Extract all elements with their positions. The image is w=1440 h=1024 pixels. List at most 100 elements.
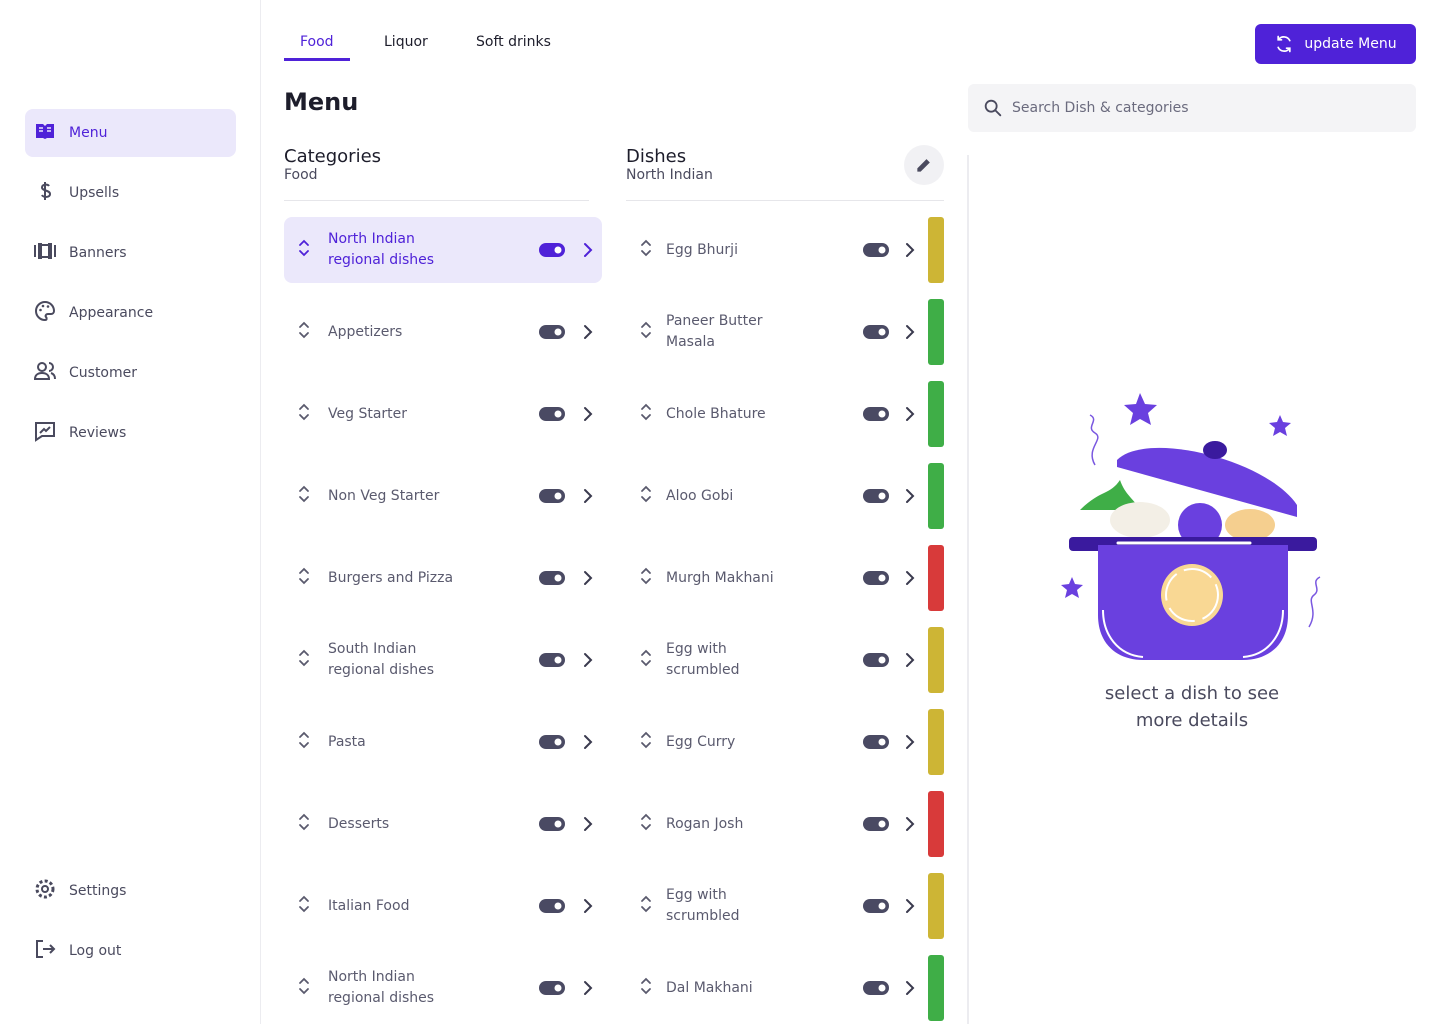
toggle[interactable] [863,325,889,339]
category-row[interactable]: Veg Starter [284,381,602,447]
sidebar: Menu Upsells Banners Appearance Customer Revi… [0,0,261,1024]
chevron[interactable] [905,324,915,340]
category-row[interactable]: Appetizers [284,299,602,365]
chevron[interactable] [583,324,593,340]
sort-handle[interactable] [298,976,310,1000]
chevron[interactable] [905,980,915,996]
sort-handle[interactable] [298,894,310,918]
chevron[interactable] [905,898,915,914]
toggle[interactable] [863,571,889,585]
sort-handle[interactable] [640,894,652,918]
toggle[interactable] [539,653,565,667]
dish-row[interactable]: Egg Bhurji [626,217,944,283]
chevron[interactable] [583,980,593,996]
categories-subtitle: Food [284,167,318,183]
status-strip [928,381,944,447]
dish-row[interactable]: Paneer Butter Masala [626,299,944,365]
dish-row[interactable]: Rogan Josh [626,791,944,857]
toggle[interactable] [863,817,889,831]
toggle[interactable] [863,407,889,421]
nav-item[interactable]: Banners [25,229,236,277]
dish-row[interactable]: Egg with scrumbled [626,627,944,693]
sort-handle[interactable] [640,648,652,672]
sort-handle[interactable] [298,402,310,426]
nav-item[interactable]: Menu [25,109,236,157]
category-row[interactable]: North Indian regional dishes [284,955,602,1021]
category-row[interactable]: South Indian regional dishes [284,627,602,693]
dish-row[interactable]: Egg with scrumbled [626,873,944,939]
chevron[interactable] [905,816,915,832]
dish-row[interactable]: Chole Bhature [626,381,944,447]
tab[interactable]: Food [284,24,350,61]
dish-name: Paneer Butter Masala [666,313,763,350]
toggle[interactable] [863,653,889,667]
category-row[interactable]: Italian Food [284,873,602,939]
sort-handle[interactable] [298,484,310,508]
chevron[interactable] [583,816,593,832]
toggle[interactable] [539,735,565,749]
sort-handle[interactable] [640,730,652,754]
sort-handle[interactable] [640,484,652,508]
chevron[interactable] [905,242,915,258]
toggle[interactable] [539,571,565,585]
sort-handle[interactable] [298,320,310,344]
nav-item[interactable]: Log out [25,927,236,975]
toggle[interactable] [539,981,565,995]
tab[interactable]: Soft drinks [476,34,551,50]
sort-handle[interactable] [298,238,310,262]
tab[interactable]: Liquor [384,34,428,50]
chevron[interactable] [583,652,593,668]
dish-row[interactable]: Egg Curry [626,709,944,775]
sort-handle[interactable] [298,730,310,754]
sort-handle[interactable] [298,648,310,672]
sort-handle[interactable] [640,402,652,426]
toggle[interactable] [863,489,889,503]
sort-handle[interactable] [298,566,310,590]
category-row[interactable]: Pasta [284,709,602,775]
toggle[interactable] [539,243,565,257]
chevron[interactable] [905,734,915,750]
nav-item[interactable]: Upsells [25,169,236,217]
category-row[interactable]: North Indian regional dishes [284,217,602,283]
sort-handle[interactable] [640,976,652,1000]
category-row[interactable]: Non Veg Starter [284,463,602,529]
toggle[interactable] [863,735,889,749]
toggle[interactable] [539,899,565,913]
chevron[interactable] [583,488,593,504]
sort-handle[interactable] [640,320,652,344]
nav-item[interactable]: Settings [25,867,236,915]
nav-item[interactable]: Reviews [25,409,236,457]
toggle[interactable] [863,981,889,995]
chevron[interactable] [905,652,915,668]
edit-button[interactable] [904,145,944,185]
chevron[interactable] [905,570,915,586]
update-button[interactable]: update Menu [1255,24,1416,64]
toggle[interactable] [863,899,889,913]
chevron[interactable] [583,406,593,422]
chevron[interactable] [583,734,593,750]
toggle[interactable] [539,817,565,831]
chevron[interactable] [583,242,593,258]
chevron[interactable] [905,406,915,422]
sort-handle[interactable] [640,238,652,262]
nav-item[interactable]: Customer [25,349,236,397]
chevron[interactable] [905,488,915,504]
dish-name: Egg with scrumbled [666,641,740,678]
search-box[interactable]: Search Dish & categories [968,84,1416,132]
sort-handle[interactable] [640,812,652,836]
chevron[interactable] [583,898,593,914]
nav-item[interactable]: Appearance [25,289,236,337]
toggle[interactable] [539,489,565,503]
toggle[interactable] [539,407,565,421]
category-row[interactable]: Desserts [284,791,602,857]
toggle[interactable] [539,325,565,339]
category-name: Italian Food [328,897,410,914]
dish-row[interactable]: Aloo Gobi [626,463,944,529]
category-row[interactable]: Burgers and Pizza [284,545,602,611]
sort-handle[interactable] [298,812,310,836]
toggle[interactable] [863,243,889,257]
dish-row[interactable]: Murgh Makhani [626,545,944,611]
chevron[interactable] [583,570,593,586]
dish-row[interactable]: Dal Makhani [626,955,944,1021]
sort-handle[interactable] [640,566,652,590]
